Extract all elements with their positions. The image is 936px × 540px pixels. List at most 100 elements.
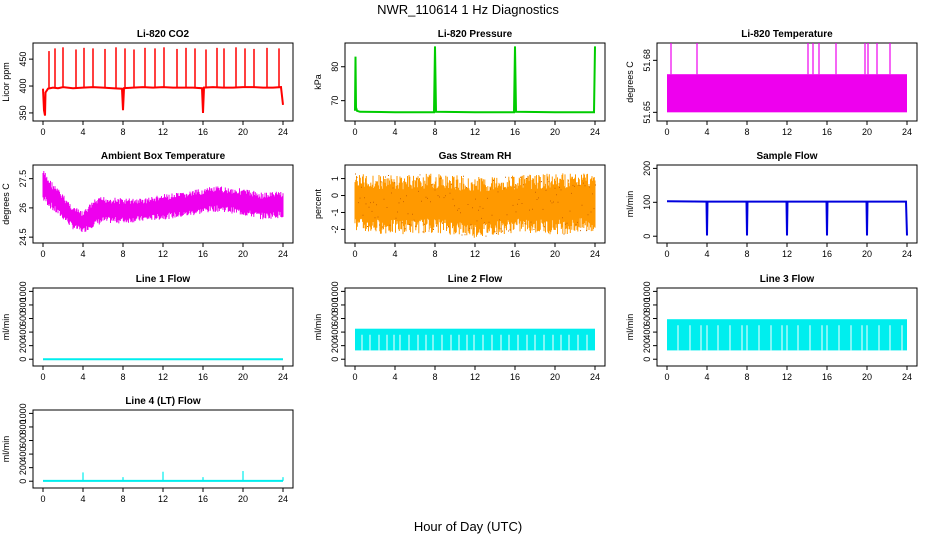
x-tick-label: 8	[432, 249, 437, 259]
x-tick-label: 16	[198, 372, 208, 382]
series-line	[666, 200, 908, 236]
x-tick-label: 20	[550, 127, 560, 137]
panel-1: Li-820 CO2 0 4 8 12 16 20 24 350 400 450 Licor ppm	[1, 29, 294, 137]
x-tick-label: 12	[470, 372, 480, 382]
figure-title: NWR_110614 1 Hz Diagnostics	[377, 2, 559, 17]
x-tick-label: 16	[822, 127, 832, 137]
x-tick-label: 0	[40, 494, 45, 504]
y-tick-label: 0	[642, 234, 652, 239]
x-tick-label: 4	[704, 372, 709, 382]
x-tick-label: 16	[510, 127, 520, 137]
x-tick-label: 20	[238, 372, 248, 382]
x-tick-label: 4	[392, 372, 397, 382]
y-tick-label: 600	[18, 311, 28, 326]
panel-title: Li-820 Temperature	[741, 29, 833, 40]
plot-area	[354, 46, 596, 114]
panel-6: Sample Flow 0 4 8 12 16 20 24 0 100 200 ml/min	[625, 151, 918, 259]
y-tick-label: 800	[18, 419, 28, 434]
x-tick-label: 8	[744, 127, 749, 137]
y-tick-label: 200	[330, 338, 340, 353]
x-tick-label: 24	[278, 249, 288, 259]
panel-4: Ambient Box Temperature 0 4 8 12 16 20 24 24.5 26…	[1, 151, 294, 259]
y-tick-label: 400	[18, 447, 28, 462]
x-tick-label: 4	[392, 127, 397, 137]
x-tick-label: 20	[862, 372, 872, 382]
x-tick-label: 4	[80, 127, 85, 137]
x-tick-label: 0	[352, 249, 357, 259]
x-tick-label: 0	[352, 127, 357, 137]
y-tick-label: 1000	[330, 281, 340, 301]
y-tick-label: 600	[330, 311, 340, 326]
x-tick-label: 8	[432, 127, 437, 137]
x-tick-label: 16	[198, 494, 208, 504]
x-tick-label: 4	[392, 249, 397, 259]
x-tick-label: 12	[158, 494, 168, 504]
plot-area	[355, 328, 595, 351]
panel-title: Sample Flow	[756, 151, 817, 162]
y-tick-label: 600	[18, 433, 28, 448]
panel-2: Li-820 Pressure 0 4 8 12 16 20 24 70 80 kPa	[313, 29, 606, 137]
x-tick-label: 12	[782, 372, 792, 382]
x-tick-label: 16	[822, 249, 832, 259]
y-axis-label: kPa	[313, 74, 323, 90]
x-tick-label: 4	[704, 127, 709, 137]
y-tick-label: -2	[330, 225, 340, 233]
x-tick-label: 8	[744, 372, 749, 382]
panel-10: Line 4 (LT) Flow 0 4 8 12 16 20 24 0 200400600800…	[1, 396, 294, 504]
x-tick-label: 12	[158, 372, 168, 382]
y-axis-label: ml/min	[1, 436, 11, 463]
y-axis-label: degrees C	[1, 183, 11, 225]
y-tick-label: -1	[330, 208, 340, 216]
y-axis-label: ml/min	[625, 314, 635, 341]
x-tick-label: 8	[120, 494, 125, 504]
x-tick-label: 0	[40, 249, 45, 259]
x-tick-label: 4	[80, 372, 85, 382]
panel-title: Li-820 Pressure	[438, 29, 513, 40]
x-tick-label: 24	[902, 372, 912, 382]
x-tick-label: 8	[120, 372, 125, 382]
y-tick-label: 800	[330, 297, 340, 312]
y-tick-label: 800	[642, 297, 652, 312]
y-tick-label: 24.5	[18, 228, 28, 246]
y-tick-label: 450	[18, 52, 28, 67]
y-tick-label: 1	[330, 176, 340, 181]
y-tick-label: 0	[330, 357, 340, 362]
y-tick-label: 0	[330, 193, 340, 198]
y-tick-label: 1000	[18, 403, 28, 423]
y-tick-label: 200	[642, 338, 652, 353]
y-tick-label: 600	[642, 311, 652, 326]
x-tick-label: 0	[40, 372, 45, 382]
plot-area	[42, 47, 284, 116]
x-tick-label: 16	[510, 249, 520, 259]
y-axis-label: ml/min	[1, 314, 11, 341]
panel-title: Line 2 Flow	[448, 274, 503, 285]
x-tick-label: 20	[862, 249, 872, 259]
y-tick-label: 26	[18, 203, 28, 213]
plot-area	[667, 43, 907, 113]
y-tick-label: 800	[18, 297, 28, 312]
x-tick-label: 12	[470, 127, 480, 137]
y-tick-label: 400	[18, 79, 28, 94]
x-tick-label: 8	[744, 249, 749, 259]
series-line	[354, 46, 596, 114]
y-tick-label: 0	[642, 357, 652, 362]
x-tick-label: 8	[120, 127, 125, 137]
panel-title: Gas Stream RH	[439, 151, 512, 162]
y-tick-label: 80	[330, 62, 340, 72]
x-tick-label: 24	[278, 494, 288, 504]
y-tick-label: 350	[18, 105, 28, 120]
x-tick-label: 16	[198, 249, 208, 259]
y-tick-label: 1000	[642, 281, 652, 301]
y-tick-label: 400	[330, 325, 340, 340]
y-tick-label: 200	[642, 161, 652, 176]
x-tick-label: 0	[352, 372, 357, 382]
plot-area	[42, 171, 284, 232]
y-tick-label: 100	[642, 195, 652, 210]
plot-area	[43, 471, 284, 482]
y-axis-label: ml/min	[625, 191, 635, 218]
x-tick-label: 16	[822, 372, 832, 382]
x-tick-label: 16	[198, 127, 208, 137]
